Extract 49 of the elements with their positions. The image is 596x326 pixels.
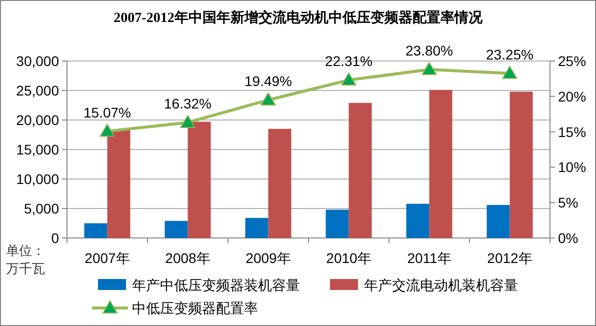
legend-label: 年产中低压变频器装机容量 bbox=[132, 277, 300, 293]
y-tick-label: 10,000 bbox=[16, 171, 60, 187]
y2-tick-label: 0% bbox=[558, 230, 578, 246]
bar bbox=[268, 128, 292, 238]
data-label: 15.07% bbox=[84, 104, 131, 120]
y-tick-label: 20,000 bbox=[16, 112, 60, 128]
x-tick-label: 2009年 bbox=[246, 250, 291, 266]
y-tick-label: 5,000 bbox=[24, 200, 60, 216]
bar bbox=[348, 102, 372, 238]
bar bbox=[429, 90, 452, 238]
bar bbox=[84, 223, 108, 238]
x-tick-label: 2008年 bbox=[165, 250, 210, 266]
bar bbox=[326, 210, 349, 238]
bar bbox=[510, 92, 533, 238]
point bbox=[260, 92, 276, 106]
data-label: 19.49% bbox=[244, 73, 292, 90]
text: 万千瓦 bbox=[6, 261, 45, 276]
y2-tick-label: 5% bbox=[558, 194, 578, 211]
chart-title: 2007-2012年中国年新增交流电动机中低压变频器配置率情况 bbox=[114, 9, 484, 26]
y2-tick-label: 10% bbox=[558, 159, 586, 176]
y-tick-label: 15,000 bbox=[16, 142, 60, 158]
bar bbox=[164, 220, 188, 238]
bar bbox=[486, 204, 510, 238]
x-tick-label: 2007年 bbox=[84, 250, 130, 266]
point bbox=[422, 62, 437, 75]
bar bbox=[245, 218, 268, 238]
y-tick-label: 30,000 bbox=[16, 53, 60, 69]
text: 单位： bbox=[6, 243, 45, 258]
y2-tick-label: 20% bbox=[558, 88, 586, 104]
bar bbox=[406, 204, 430, 238]
data-label: 22.31% bbox=[325, 53, 372, 70]
data-label: 16.32% bbox=[164, 95, 212, 112]
x-tick-label: 2012年 bbox=[487, 250, 532, 266]
legend-label: 中低压变频器配置率 bbox=[132, 300, 258, 316]
point bbox=[341, 72, 356, 86]
x-tick-label: 2011年 bbox=[407, 250, 452, 266]
bar bbox=[107, 130, 130, 238]
point bbox=[502, 66, 518, 79]
y2-tick-label: 25% bbox=[558, 53, 586, 69]
point bbox=[180, 114, 196, 128]
data-label: 23.25% bbox=[486, 46, 534, 62]
point bbox=[100, 124, 115, 137]
y2-tick-label: 15% bbox=[558, 124, 586, 140]
x-tick-label: 2010年 bbox=[326, 250, 372, 266]
legend-label: 年产交流电动机装机容量 bbox=[364, 277, 518, 293]
bar bbox=[188, 122, 211, 238]
y-tick-label: 0 bbox=[51, 230, 60, 246]
y-tick-label: 25,000 bbox=[16, 82, 60, 98]
data-label: 23.80% bbox=[406, 42, 453, 58]
